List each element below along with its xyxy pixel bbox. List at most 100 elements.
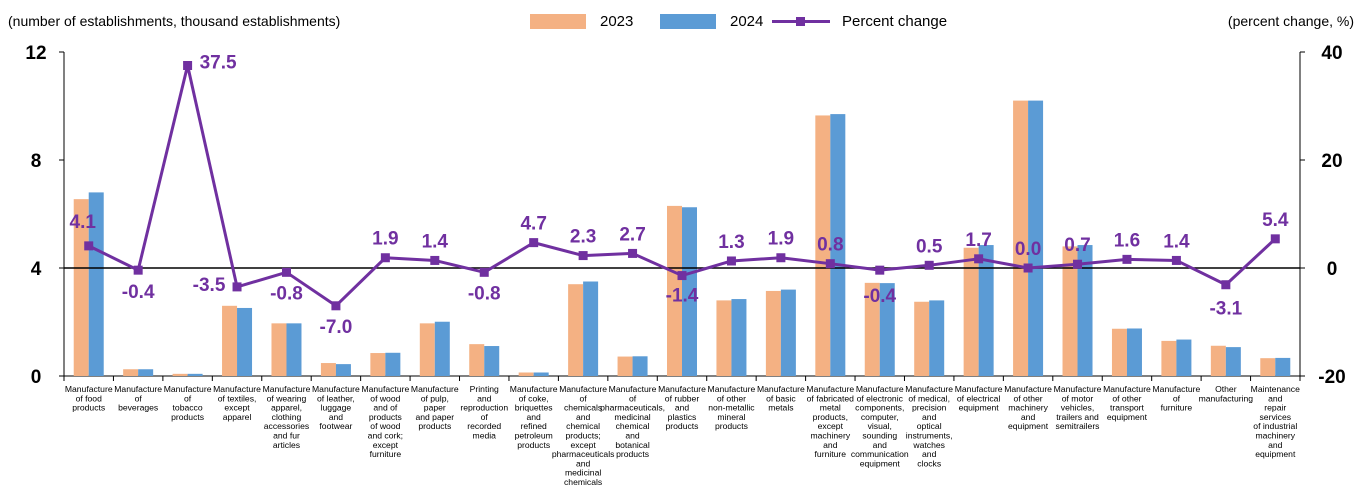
category-label-line: products — [418, 421, 451, 431]
category-label-line: of — [580, 393, 588, 403]
percent-change-marker — [1073, 259, 1083, 269]
percent-change-data-label: -1.4 — [666, 286, 699, 307]
category-label-line: of medical, — [908, 393, 950, 403]
category-label-line: botanical — [615, 440, 649, 450]
category-label-line: briquettes — [515, 403, 553, 413]
percent-change-data-label: 0.0 — [1015, 239, 1041, 260]
bar-2023 — [123, 369, 139, 376]
category-label-line: and — [675, 403, 690, 413]
right-tick-label: -20 — [1318, 367, 1345, 388]
percent-change-marker — [232, 282, 242, 292]
category-label: Manufacture of tobacco products — [164, 384, 212, 422]
category-label-line: and — [576, 412, 591, 422]
category-label-line: of basic — [766, 393, 796, 403]
category-label-line: chemical — [616, 421, 650, 431]
category-label-line: of other — [717, 393, 746, 403]
category-label-line: of rubber — [665, 393, 700, 403]
category-label-line: of pulp, — [421, 393, 449, 403]
bar-2024 — [978, 245, 994, 376]
bar-2024 — [879, 283, 895, 376]
category-label-line: furniture — [815, 449, 847, 459]
category-label-line: accessories — [264, 421, 309, 431]
bar-2023 — [419, 323, 435, 376]
category-label-line: products — [616, 449, 649, 459]
category-label-line: Manufacture — [65, 384, 113, 394]
category-label-line: instruments, — [906, 431, 953, 441]
category-label-line: machinery — [810, 431, 850, 441]
percent-change-marker — [281, 267, 291, 277]
category-label-line: metal — [820, 403, 841, 413]
percent-change-data-label: 4.1 — [70, 212, 97, 233]
category-label: Manufacture of leather, luggage and footwear — [312, 384, 360, 431]
bar-2024 — [385, 352, 401, 376]
category-label-line: Manufacture — [164, 384, 212, 394]
category-label-line: manufacturing — [1199, 393, 1254, 403]
legend: 2023 — [530, 13, 633, 30]
category-label-line: and paper — [415, 412, 454, 422]
category-label-line: products, — [813, 412, 848, 422]
left-tick-label: 8 — [31, 151, 42, 172]
category-label: Manufacture of other transport equipment — [1103, 384, 1151, 422]
category-label-line: equipment — [1255, 449, 1296, 459]
category-label-line: and of — [373, 403, 398, 413]
bar-2023 — [1111, 328, 1127, 376]
category-label-line: pharmaceuticals — [552, 449, 615, 459]
category-label-line: Other — [1215, 384, 1237, 394]
category-label-line: of food — [76, 393, 103, 403]
percent-change-data-label: 1.3 — [718, 232, 744, 253]
category-label-line: apparel — [223, 412, 252, 422]
category-label-line: non-metallic — [708, 403, 755, 413]
category-label-line: visual, — [868, 421, 892, 431]
percent-change-data-label: 0.8 — [817, 235, 843, 256]
category-label: Manufacture of electronic components, compu… — [851, 384, 909, 468]
category-label-line: products — [666, 421, 699, 431]
category-label-line: machinery — [1008, 403, 1048, 413]
percent-change-marker — [825, 259, 835, 269]
category-label-line: Manufacture — [658, 384, 706, 394]
legend-swatch-percent-change — [772, 14, 830, 29]
category-label-line: Manufacture — [1004, 384, 1052, 394]
percent-change-marker — [1221, 280, 1231, 290]
category-label-line: furniture — [370, 449, 402, 459]
category-label-line: paper — [424, 403, 446, 413]
category-label-line: of wearing — [267, 393, 307, 403]
bar-2023 — [716, 300, 732, 376]
left-tick-label: 0 — [31, 367, 42, 388]
category-label-line: and fur — [273, 431, 300, 441]
percent-change-data-label: -0.4 — [863, 286, 896, 307]
category-label-line: of motor — [1062, 393, 1094, 403]
bar-2024 — [335, 364, 351, 376]
bar-2023 — [765, 290, 781, 376]
category-label-line: except — [224, 403, 250, 413]
bar-2024 — [187, 373, 203, 376]
bar-2023 — [172, 373, 188, 376]
right-tick-label: 40 — [1321, 43, 1342, 64]
bar-2023 — [617, 356, 633, 376]
bar-2023 — [1210, 345, 1226, 376]
category-label-line: of other — [1014, 393, 1043, 403]
category-label-line: and — [1268, 440, 1283, 450]
category-label-line: products — [715, 421, 748, 431]
category-label-line: Manufacture — [806, 384, 854, 394]
percent-change-marker — [1171, 255, 1181, 265]
category-label-line: Manufacture — [312, 384, 360, 394]
category-label-line: products — [369, 412, 402, 422]
bar-2023 — [370, 353, 386, 376]
category-label: Manufacture of beverages — [114, 384, 162, 413]
bar-2024 — [830, 114, 846, 376]
bar-2023 — [667, 205, 682, 376]
category-label: Manufacture of rubber and plastics products — [658, 384, 706, 431]
category-label-line: Manufacture — [1054, 384, 1102, 394]
percent-change-data-label: -0.8 — [270, 283, 303, 304]
category-label-line: beverages — [118, 403, 158, 413]
category-label-line: footwear — [319, 421, 352, 431]
bar-2024 — [484, 346, 500, 376]
percent-change-data-label: 4.7 — [520, 214, 546, 235]
category-label: Manufacture of motor vehicles, trailers and… — [1054, 384, 1102, 431]
bar-2024 — [731, 299, 747, 376]
bar-2024 — [533, 372, 549, 376]
bar-2023 — [469, 344, 485, 376]
percent-change-marker — [479, 267, 489, 277]
category-label: Manufacture of pulp, paper and paper product… — [411, 384, 459, 431]
bar-2024 — [138, 369, 154, 376]
